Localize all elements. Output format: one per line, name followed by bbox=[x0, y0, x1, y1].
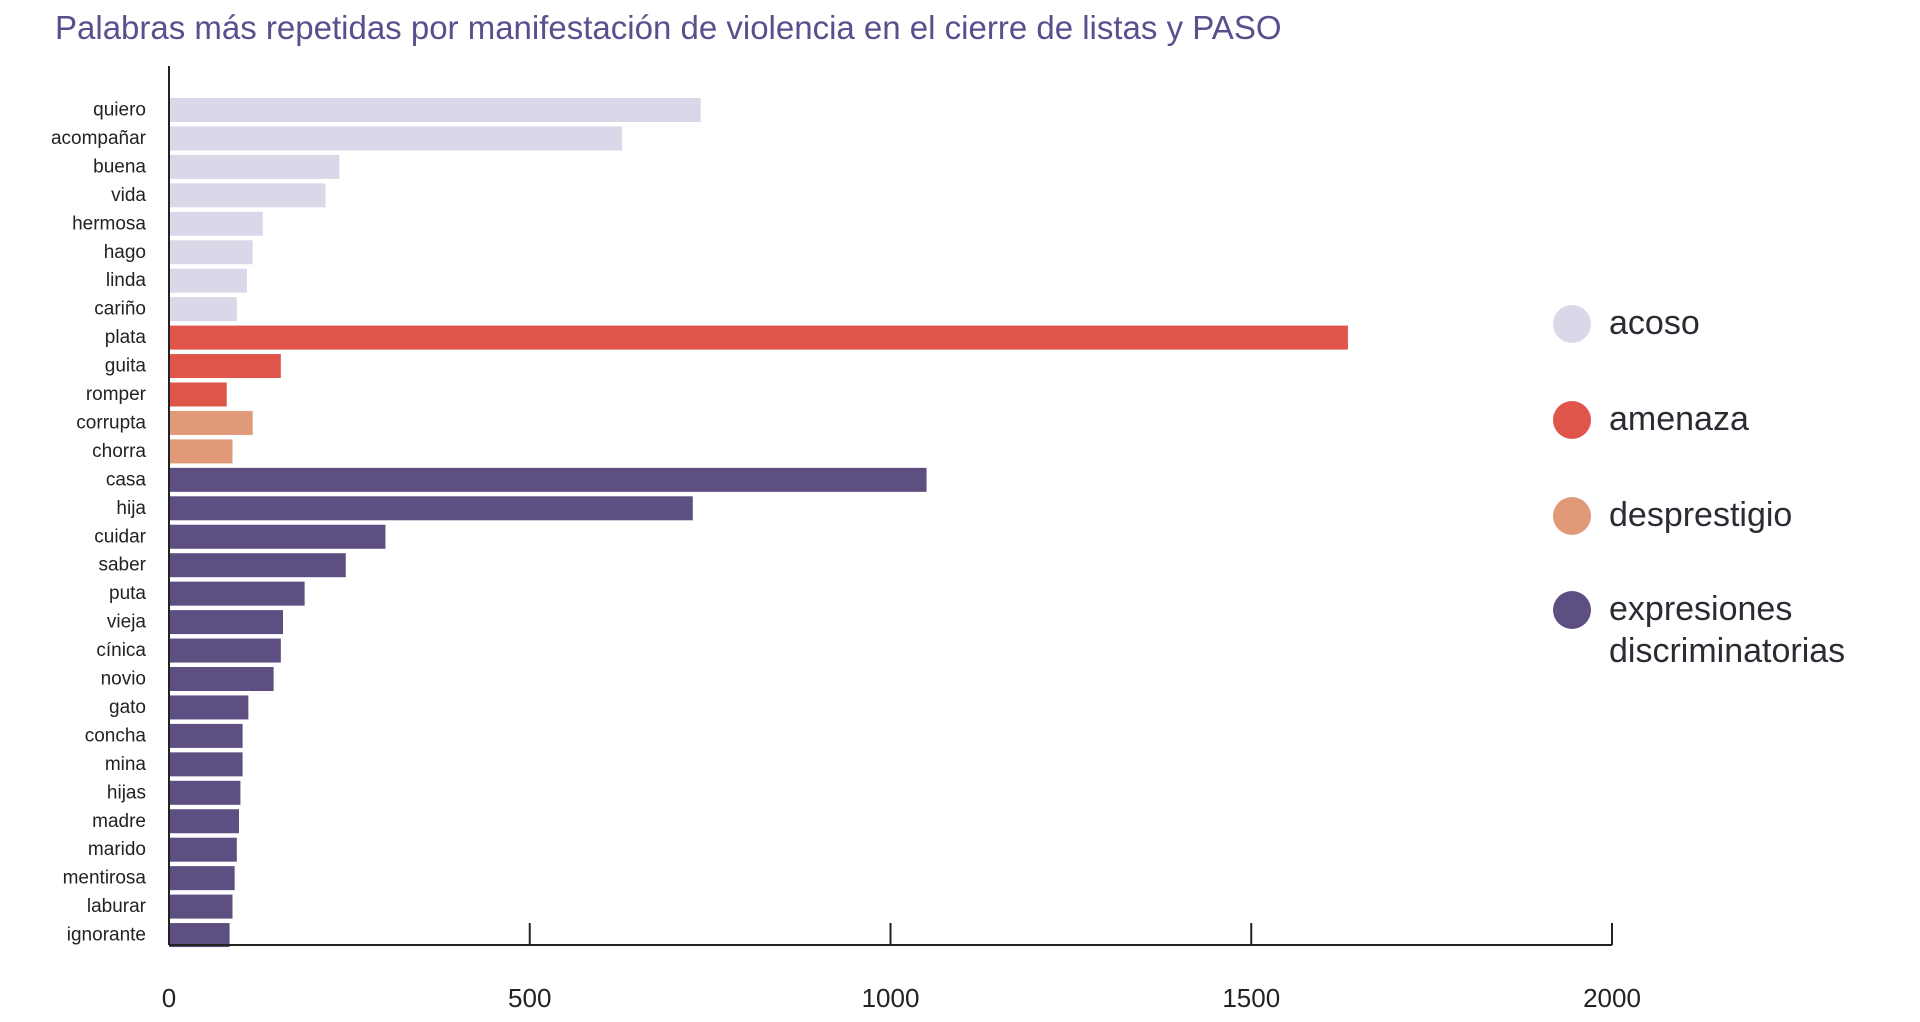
legend-item-expresiones-discriminatorias: expresiones discriminatorias bbox=[1553, 588, 1879, 672]
category-label-mentirosa: mentirosa bbox=[63, 868, 147, 889]
bar-novio bbox=[169, 667, 274, 691]
category-label-corrupta: corrupta bbox=[76, 412, 146, 433]
bar-cinica bbox=[169, 638, 281, 663]
bar-hermosa bbox=[169, 211, 263, 236]
bar-hijas bbox=[169, 780, 241, 805]
legend-swatch-acoso bbox=[1553, 305, 1591, 343]
bar-quiero bbox=[169, 98, 701, 122]
bar-mina bbox=[169, 752, 243, 777]
legend-swatch-desprestigio bbox=[1553, 497, 1591, 535]
category-label-laburar: laburar bbox=[87, 896, 147, 917]
category-label-buena: buena bbox=[93, 156, 146, 177]
category-label-acompanar: acompañar bbox=[51, 128, 147, 149]
legend-item-desprestigio: desprestigio bbox=[1553, 494, 1879, 536]
category-label-concha: concha bbox=[85, 725, 147, 746]
category-label-ignorante: ignorante bbox=[67, 925, 146, 946]
legend-label-expresiones-discriminatorias: expresiones discriminatorias bbox=[1609, 590, 1846, 670]
category-label-novio: novio bbox=[101, 669, 146, 690]
category-label-quiero: quiero bbox=[93, 100, 146, 121]
category-label-vida: vida bbox=[111, 185, 146, 206]
category-label-casa: casa bbox=[106, 469, 147, 490]
bar-mentirosa bbox=[169, 866, 235, 891]
bar-acompanar bbox=[169, 126, 623, 151]
legend-label-amenaza: amenaza bbox=[1609, 400, 1749, 438]
legend-label-acoso: acoso bbox=[1609, 304, 1700, 342]
bar-hago bbox=[169, 240, 253, 265]
bar-puta bbox=[169, 581, 305, 606]
bar-saber bbox=[169, 553, 346, 578]
bar-guita bbox=[169, 354, 281, 379]
bar-cuidar bbox=[169, 524, 386, 549]
bar-laburar bbox=[169, 894, 233, 919]
category-label-mina: mina bbox=[105, 754, 147, 775]
category-label-hermosa: hermosa bbox=[72, 213, 146, 234]
bar-gato bbox=[169, 695, 249, 720]
axes: quiero acompañar buena vida hermosa hago linda… bbox=[51, 66, 1641, 1013]
legend-swatch-expresiones-discriminatorias bbox=[1553, 591, 1591, 629]
category-label-hijas: hijas bbox=[107, 782, 146, 803]
bar-chorra bbox=[169, 439, 233, 464]
category-label-puta: puta bbox=[109, 583, 146, 604]
bar-concha bbox=[169, 723, 243, 748]
category-label-marido: marido bbox=[88, 839, 146, 860]
category-label-cinica: cínica bbox=[96, 640, 146, 661]
bars-layer bbox=[169, 98, 1348, 948]
category-label-romper: romper bbox=[86, 384, 147, 405]
x-tick-label-1500: 1500 bbox=[1222, 983, 1280, 1013]
category-label-hago: hago bbox=[104, 242, 146, 263]
bar-plata bbox=[169, 325, 1348, 350]
category-label-hija: hija bbox=[116, 498, 146, 519]
category-label-vieja: vieja bbox=[107, 612, 147, 633]
bar-vieja bbox=[169, 610, 283, 635]
chart-title: Palabras más repetidas por manifestación… bbox=[55, 9, 1282, 46]
bar-casa bbox=[169, 467, 927, 492]
bar-hija bbox=[169, 496, 693, 521]
x-tick-label-0: 0 bbox=[162, 983, 176, 1013]
category-label-saber: saber bbox=[98, 555, 146, 576]
legend-swatch-amenaza bbox=[1553, 401, 1591, 439]
bar-ignorante bbox=[169, 923, 230, 948]
category-label-cuidar: cuidar bbox=[94, 526, 146, 547]
x-tick-label-2000: 2000 bbox=[1583, 983, 1641, 1013]
bar-corrupta bbox=[169, 410, 253, 435]
legend-label-desprestigio: desprestigio bbox=[1609, 496, 1793, 534]
legend-item-amenaza: amenaza bbox=[1553, 398, 1879, 440]
category-label-carino: cariño bbox=[94, 299, 146, 320]
category-label-guita: guita bbox=[105, 356, 147, 377]
bar-madre bbox=[169, 809, 239, 834]
bar-linda bbox=[169, 268, 247, 293]
bar-romper bbox=[169, 382, 227, 407]
bar-buena bbox=[169, 154, 340, 179]
category-label-chorra: chorra bbox=[92, 441, 146, 462]
x-tick-label-1000: 1000 bbox=[862, 983, 920, 1013]
category-label-plata: plata bbox=[105, 327, 147, 348]
category-label-madre: madre bbox=[92, 811, 146, 832]
x-tick-label-500: 500 bbox=[508, 983, 551, 1013]
category-label-linda: linda bbox=[106, 270, 147, 291]
bar-vida bbox=[169, 183, 326, 208]
legend-item-acoso: acoso bbox=[1553, 302, 1879, 344]
category-label-gato: gato bbox=[109, 697, 146, 718]
bar-marido bbox=[169, 837, 237, 862]
bar-carino bbox=[169, 297, 237, 322]
